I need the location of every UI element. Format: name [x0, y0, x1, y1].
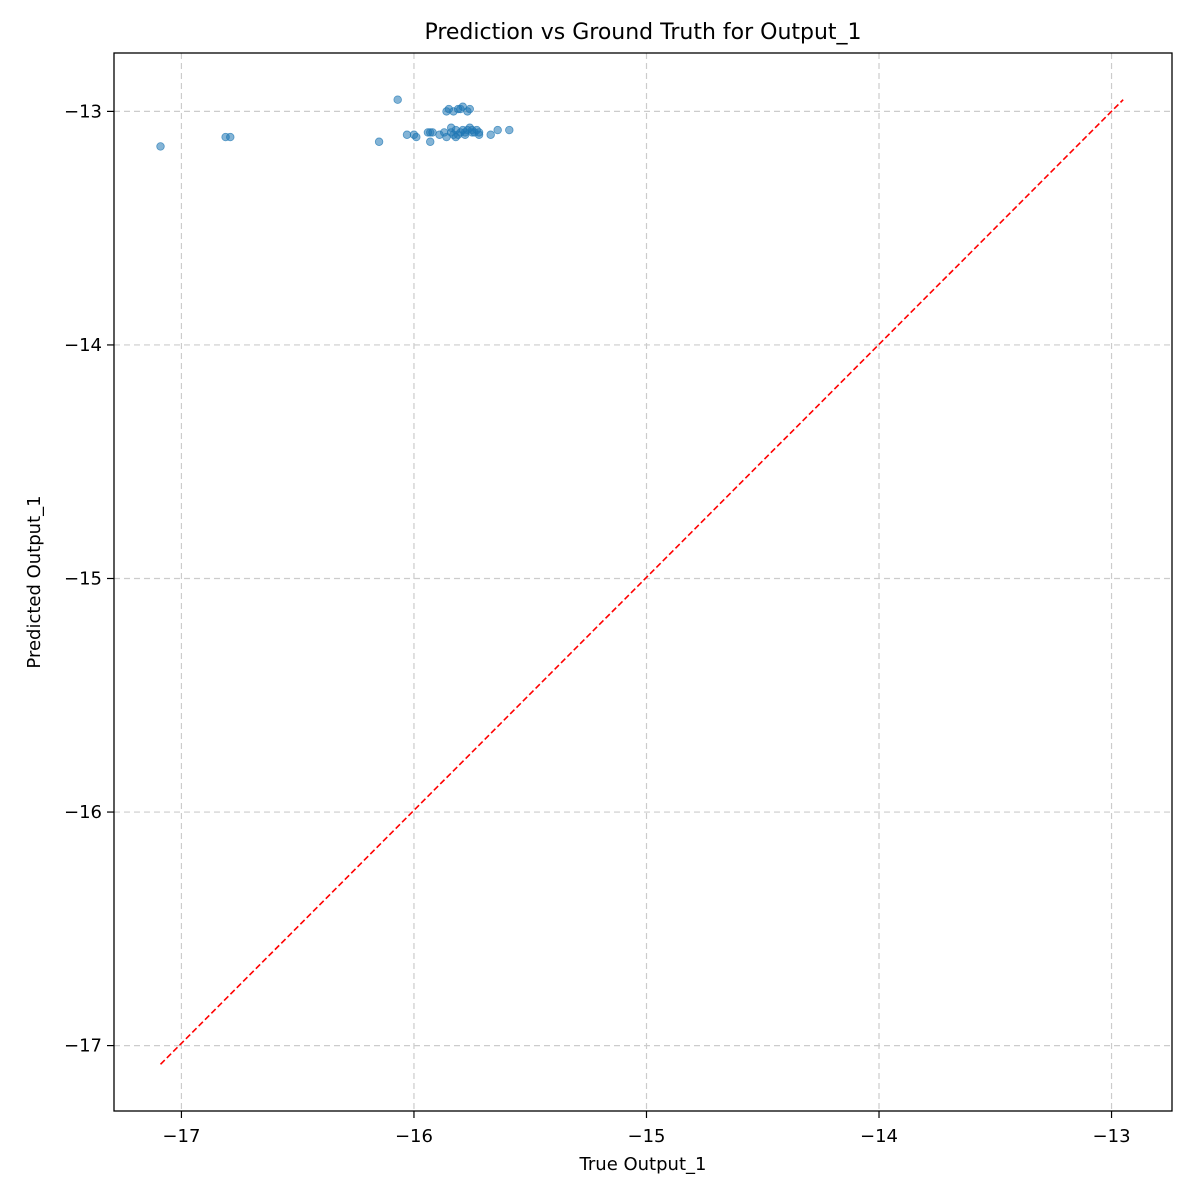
y-axis-ticks: −17 −16 −15 −14 −13 [64, 101, 114, 1057]
data-point [393, 95, 402, 104]
x-tick-label: −13 [1093, 1126, 1131, 1147]
plot-frame [113, 52, 1173, 1112]
data-point [474, 128, 484, 137]
x-axis-ticks: −17 −16 −15 −14 −13 [162, 1111, 1131, 1147]
reference-line [159, 99, 1124, 1065]
grid-lines [114, 53, 1172, 1111]
data-point [486, 130, 495, 139]
data-point [428, 128, 437, 137]
reference-line-group [159, 99, 1124, 1065]
y-tick-label: −13 [64, 101, 102, 122]
data-point [426, 137, 435, 146]
data-point [412, 132, 421, 142]
data-point [465, 104, 474, 114]
data-point [156, 142, 165, 151]
y-axis-label: Predicted Output_1 [24, 495, 45, 668]
x-tick-label: −15 [627, 1126, 665, 1147]
y-tick-label: −17 [64, 1036, 102, 1057]
x-tick-label: −17 [162, 1126, 200, 1147]
data-point [505, 125, 514, 135]
data-point [493, 125, 502, 135]
y-tick-label: −15 [64, 568, 102, 589]
data-point [402, 130, 412, 139]
scatter-points [156, 95, 514, 151]
data-point [226, 132, 235, 142]
x-axis-label: True Output_1 [579, 1154, 707, 1175]
chart-title: Prediction vs Ground Truth for Output_1 [424, 20, 861, 45]
x-tick-label: −16 [395, 1126, 433, 1147]
y-tick-label: −14 [64, 335, 102, 356]
data-point [374, 137, 384, 146]
x-tick-label: −14 [860, 1126, 898, 1147]
y-tick-label: −16 [64, 802, 102, 823]
